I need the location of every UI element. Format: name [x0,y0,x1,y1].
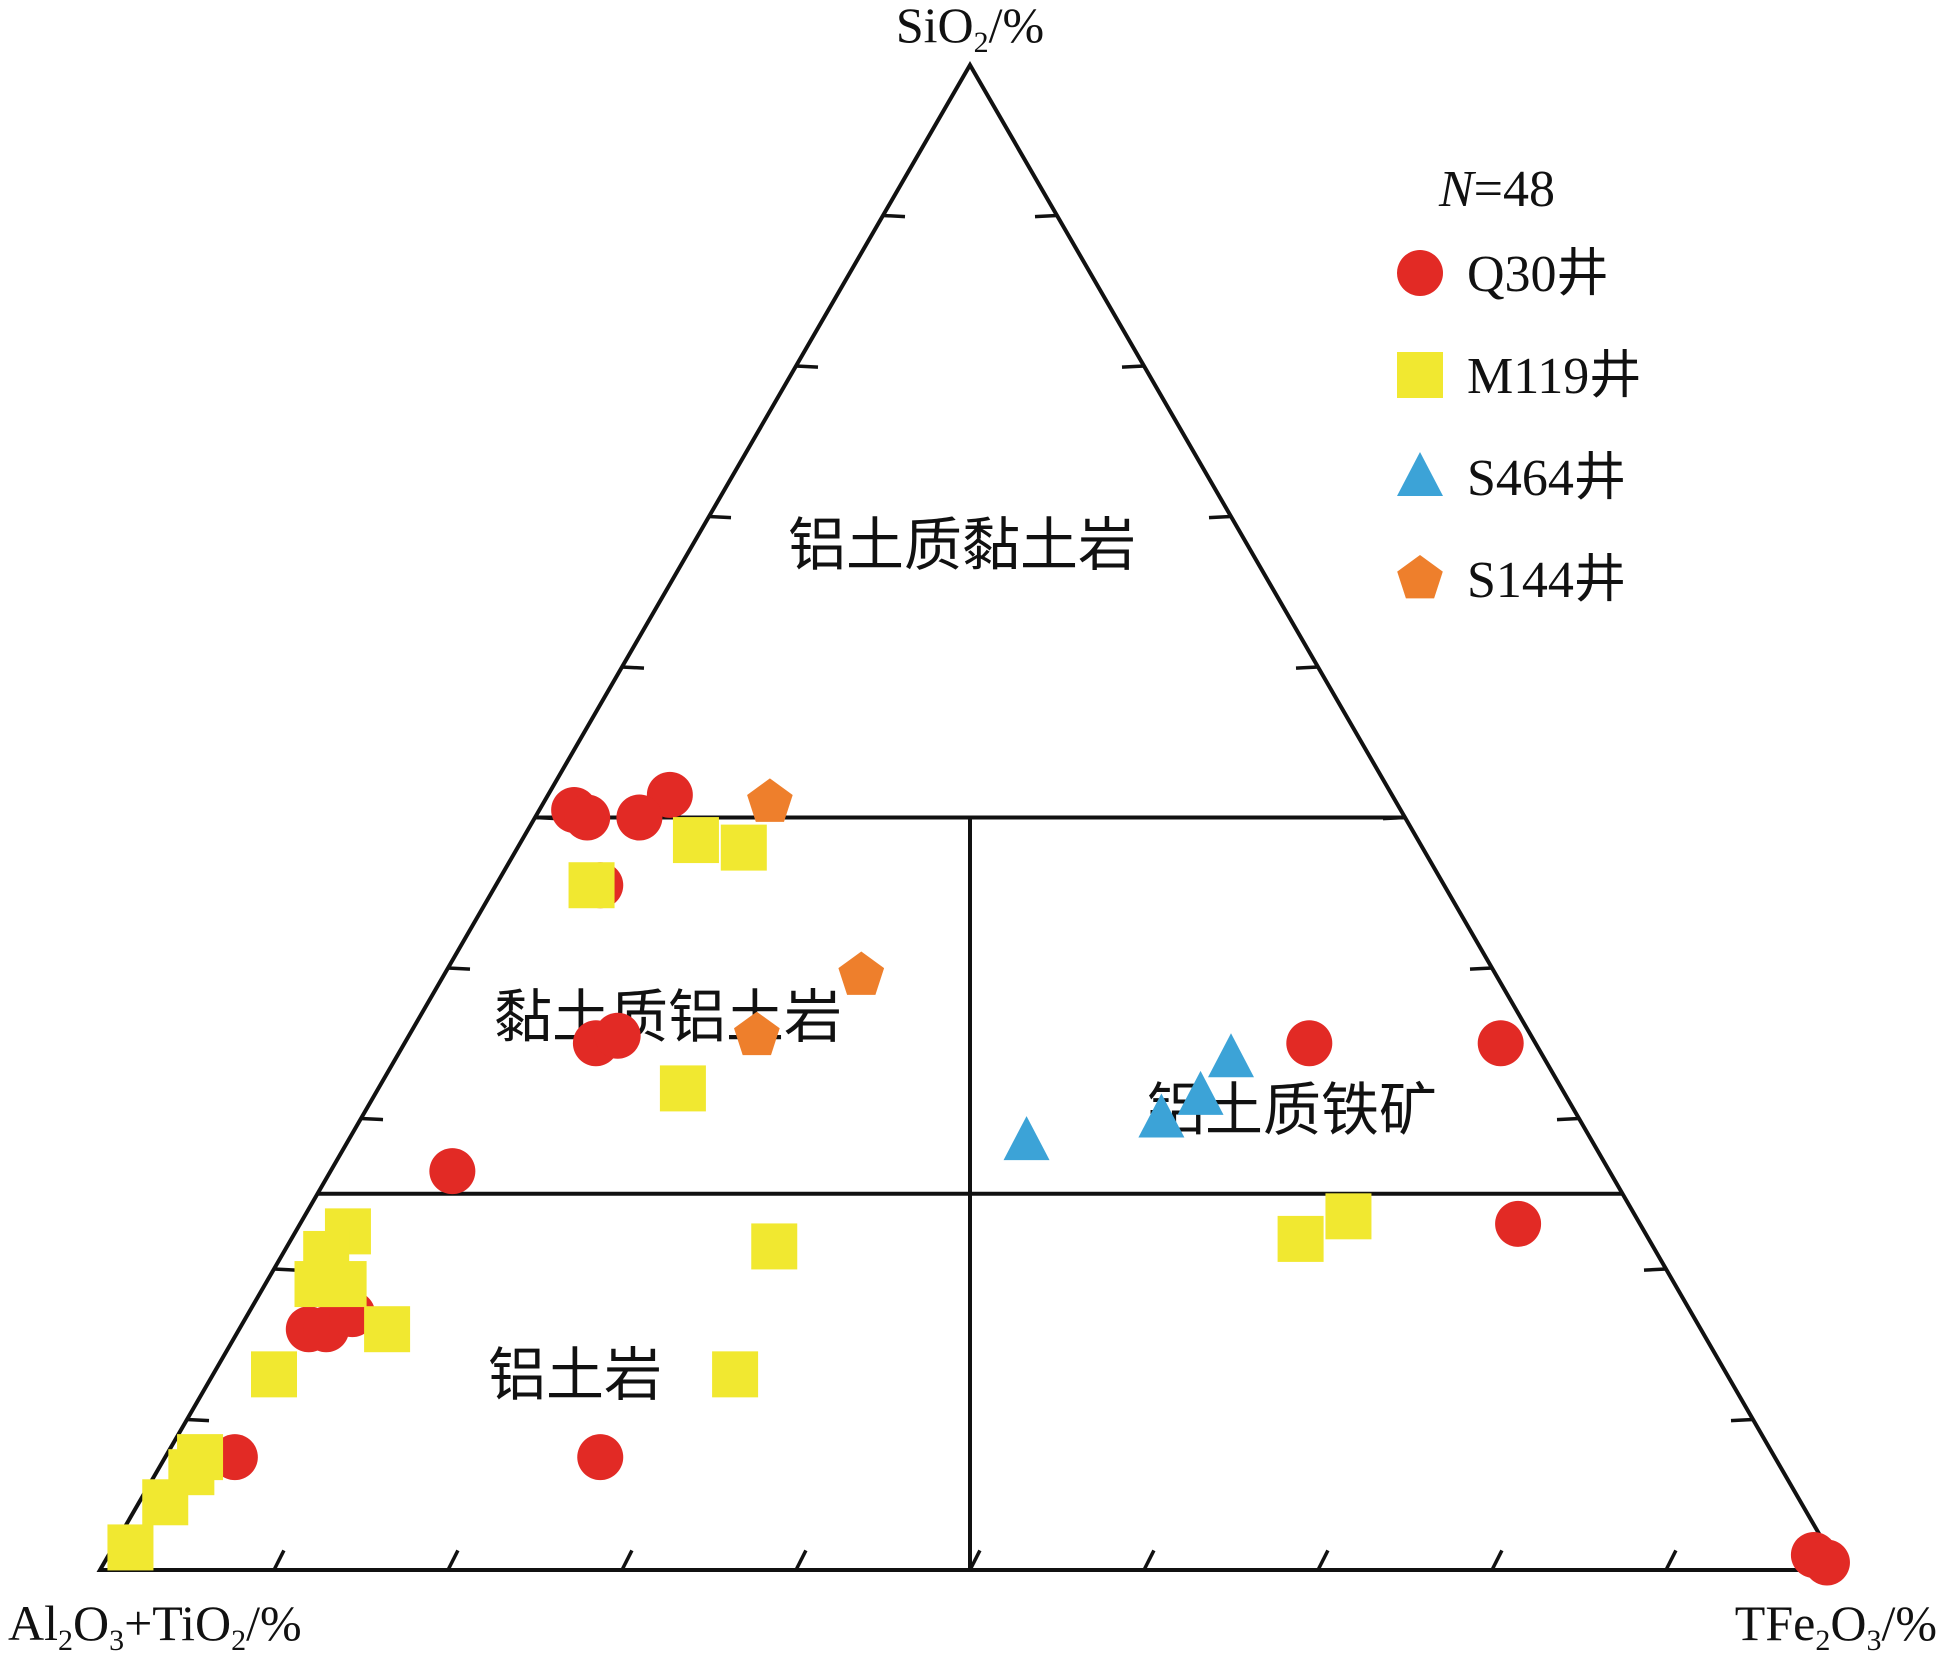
data-point-triangle [1003,1116,1050,1161]
data-point-triangle [1138,1093,1185,1138]
data-point-pentagon [747,778,793,822]
axis-label-right: TFe2​O3​/% [1735,1595,1937,1656]
data-point-circle [1495,1200,1542,1247]
tick-bottom [272,1549,286,1571]
data-point-square [364,1306,411,1353]
tick-right [1295,665,1319,670]
legend-sample-count: N=48 [1438,161,1555,218]
data-point-pentagon [838,951,885,995]
data-point-square [320,1261,367,1308]
data-points [107,771,1850,1586]
tick-left [186,1417,210,1423]
tick-right [1034,213,1058,219]
data-point-square [751,1223,798,1270]
tick-left [360,1116,384,1122]
tick-right [1469,966,1493,971]
region-label-clay-rock: 铝土质黏土岩 [788,511,1136,579]
data-point-triangle [1208,1033,1254,1078]
legend-entry-label: M119井 [1467,348,1641,405]
legend-marker-triangle [1397,452,1443,496]
data-point-circle [564,794,611,841]
data-point-square [568,862,615,909]
data-point-square [142,1479,189,1526]
data-point-square [672,817,719,864]
legend-count-prefix: N [1438,161,1477,218]
tick-bottom [968,1549,982,1571]
data-point-square [659,1065,706,1112]
legend-entry-label: S464井 [1467,450,1626,507]
axis-label-top: SiO2​/% [896,0,1044,59]
data-point-circle [429,1148,476,1195]
tick-left [708,514,732,520]
tick-right [1121,364,1145,369]
tick-bottom [1316,1549,1330,1571]
tick-right [1208,514,1232,520]
legend-marker-circle [1397,250,1443,296]
legend-entry-label: S144井 [1467,552,1626,609]
data-point-square [1277,1215,1324,1262]
tick-left [447,966,471,971]
tick-bottom [1142,1549,1156,1571]
data-point-square [1325,1193,1372,1240]
tick-left [882,213,906,219]
tick-bottom [446,1549,460,1571]
legend: N=48 Q30井 M119井 S464井 S144井 [1397,161,1641,609]
data-point-circle [616,794,663,841]
data-point-circle [1803,1539,1850,1586]
region-label-bauxite: 铝土岩 [488,1341,662,1409]
data-point-triangle [1177,1070,1224,1115]
tick-bottom [620,1549,634,1571]
legend-count-value: =48 [1474,161,1555,218]
legend-entry-label: Q30井 [1467,246,1609,303]
tick-left [273,1267,297,1272]
region-label-clayey-bauxite: 黏土质铝土岩 [494,983,842,1051]
data-point-circle [577,1434,624,1481]
tick-left [621,665,645,670]
data-point-circle [1286,1020,1333,1067]
tick-bottom [1490,1549,1504,1571]
legend-marker-square [1397,352,1443,398]
axis-label-left: Al2​O3​+TiO2​/% [8,1595,302,1656]
data-point-square [712,1351,759,1398]
data-point-square [107,1524,154,1571]
legend-marker-pentagon [1397,555,1443,599]
tick-marks [186,213,1754,1571]
data-point-circle [1477,1020,1524,1067]
tick-right [1730,1417,1754,1423]
tick-right [1643,1267,1667,1272]
data-point-circle [211,1434,258,1481]
tick-left [795,364,819,369]
tick-bottom [794,1549,808,1571]
data-point-circle [594,1012,641,1059]
data-point-square [720,824,767,871]
tick-bottom [1664,1549,1678,1571]
tick-right [1556,1116,1580,1122]
data-point-pentagon [734,1011,780,1056]
data-point-square [251,1351,297,1398]
tick-right [1382,815,1406,821]
